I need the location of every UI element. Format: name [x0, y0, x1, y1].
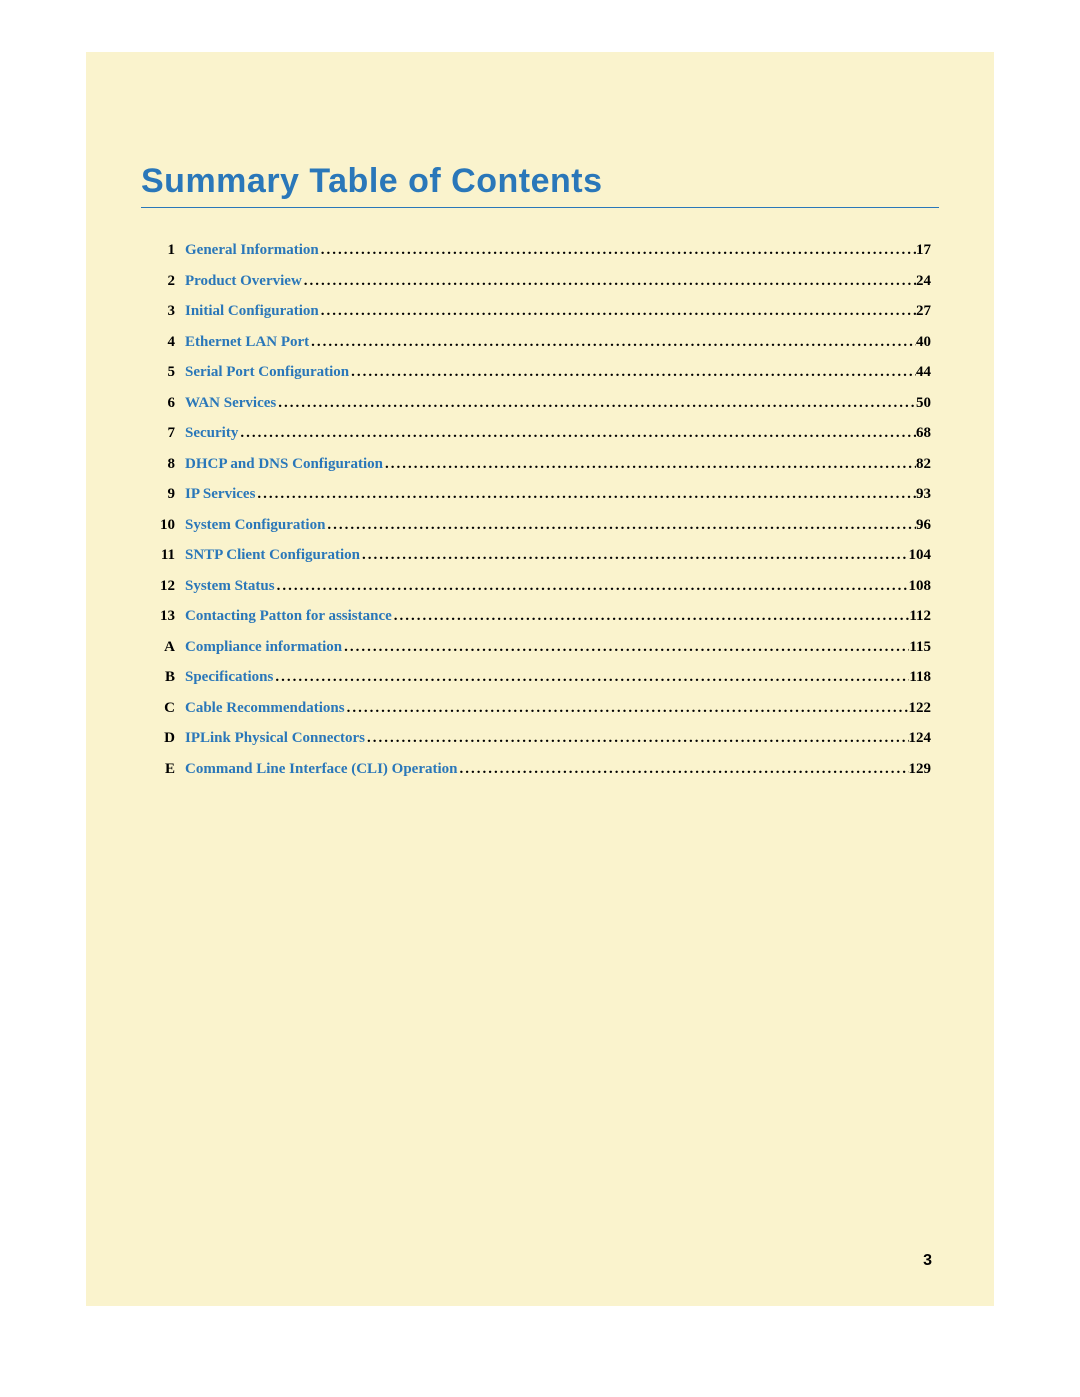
toc-leader-dots	[345, 700, 909, 717]
page-title: Summary Table of Contents	[141, 162, 939, 208]
toc-entry-page: 93	[916, 486, 931, 503]
toc-entry-label: Serial Port Configuration	[175, 364, 349, 381]
toc-entry-number: 2	[147, 273, 175, 290]
toc-entry-number: 4	[147, 334, 175, 351]
toc-entry-number: 5	[147, 364, 175, 381]
toc-entry-number: 3	[147, 303, 175, 320]
toc-entry-page: 27	[916, 303, 931, 320]
toc-entry-label: Command Line Interface (CLI) Operation	[175, 761, 457, 778]
toc-entry-label: IPLink Physical Connectors	[175, 730, 365, 747]
toc-entry-number: 7	[147, 425, 175, 442]
toc-entry-number: 9	[147, 486, 175, 503]
toc-entry-number: C	[147, 700, 175, 717]
toc-entry-number: 12	[147, 578, 175, 595]
toc-entry-label: System Configuration	[175, 517, 325, 534]
document-page: Summary Table of Contents 1General Infor…	[86, 52, 994, 1306]
toc-entry-label: Specifications	[175, 669, 273, 686]
toc-entry[interactable]: 12System Status 108	[147, 578, 931, 595]
toc-entry-number: 13	[147, 608, 175, 625]
toc-entry[interactable]: ACompliance information 115	[147, 639, 931, 656]
toc-entry[interactable]: 9IP Services 93	[147, 486, 931, 503]
toc-entry-page: 44	[916, 364, 931, 381]
page-number: 3	[923, 1252, 932, 1270]
toc-leader-dots	[349, 364, 916, 381]
toc-entry-number: 10	[147, 517, 175, 534]
toc-entry-number: 11	[147, 547, 175, 564]
toc-entry-page: 108	[909, 578, 932, 595]
toc-leader-dots	[392, 608, 910, 625]
toc-leader-dots	[255, 486, 916, 503]
toc-entry-label: SNTP Client Configuration	[175, 547, 360, 564]
toc-leader-dots	[325, 517, 916, 534]
toc-entry[interactable]: 8DHCP and DNS Configuration 82	[147, 456, 931, 473]
toc-entry-page: 24	[916, 273, 931, 290]
toc-entry[interactable]: 7Security 68	[147, 425, 931, 442]
toc-leader-dots	[365, 730, 908, 747]
toc-entry[interactable]: 1General Information 17	[147, 242, 931, 259]
toc-leader-dots	[309, 334, 916, 351]
toc-entry-page: 129	[909, 761, 932, 778]
toc-entry-label: Initial Configuration	[175, 303, 319, 320]
toc-entry[interactable]: 3Initial Configuration 27	[147, 303, 931, 320]
toc-entry-label: Cable Recommendations	[175, 700, 345, 717]
toc-entry-number: E	[147, 761, 175, 778]
toc-leader-dots	[342, 639, 909, 656]
toc-entry-label: DHCP and DNS Configuration	[175, 456, 383, 473]
toc-leader-dots	[302, 273, 916, 290]
toc-entry-page: 40	[916, 334, 931, 351]
toc-entry-number: 6	[147, 395, 175, 412]
table-of-contents: 1General Information 17 2Product Overview…	[141, 242, 939, 778]
toc-entry-page: 50	[916, 395, 931, 412]
toc-entry-page: 17	[916, 242, 931, 259]
toc-entry-page: 104	[909, 547, 932, 564]
toc-entry-label: General Information	[175, 242, 319, 259]
toc-leader-dots	[457, 761, 908, 778]
toc-entry-label: System Status	[175, 578, 275, 595]
toc-entry-label: Contacting Patton for assistance	[175, 608, 392, 625]
toc-entry-number: B	[147, 669, 175, 686]
toc-entry-number: 8	[147, 456, 175, 473]
toc-leader-dots	[273, 669, 909, 686]
toc-entry-number: A	[147, 639, 175, 656]
toc-leader-dots	[319, 242, 916, 259]
toc-entry-label: Product Overview	[175, 273, 302, 290]
toc-entry[interactable]: 11SNTP Client Configuration 104	[147, 547, 931, 564]
toc-entry-page: 82	[916, 456, 931, 473]
toc-entry[interactable]: 5Serial Port Configuration 44	[147, 364, 931, 381]
toc-entry-number: 1	[147, 242, 175, 259]
toc-entry-label: Ethernet LAN Port	[175, 334, 309, 351]
toc-entry[interactable]: ECommand Line Interface (CLI) Operation …	[147, 761, 931, 778]
toc-entry-page: 122	[909, 700, 932, 717]
toc-entry-page: 68	[916, 425, 931, 442]
toc-entry-page: 96	[916, 517, 931, 534]
toc-entry-label: Security	[175, 425, 238, 442]
toc-entry[interactable]: 10System Configuration 96	[147, 517, 931, 534]
toc-entry[interactable]: BSpecifications 118	[147, 669, 931, 686]
toc-entry[interactable]: 13Contacting Patton for assistance 112	[147, 608, 931, 625]
toc-entry[interactable]: 4Ethernet LAN Port 40	[147, 334, 931, 351]
toc-entry-page: 124	[909, 730, 932, 747]
toc-entry[interactable]: 2Product Overview 24	[147, 273, 931, 290]
toc-entry-page: 118	[909, 669, 931, 686]
toc-entry[interactable]: 6WAN Services 50	[147, 395, 931, 412]
toc-entry[interactable]: CCable Recommendations 122	[147, 700, 931, 717]
toc-leader-dots	[319, 303, 916, 320]
toc-entry-label: WAN Services	[175, 395, 276, 412]
toc-entry-label: Compliance information	[175, 639, 342, 656]
toc-leader-dots	[276, 395, 916, 412]
toc-entry-label: IP Services	[175, 486, 255, 503]
toc-entry[interactable]: DIPLink Physical Connectors 124	[147, 730, 931, 747]
toc-entry-number: D	[147, 730, 175, 747]
toc-leader-dots	[383, 456, 916, 473]
toc-leader-dots	[360, 547, 908, 564]
toc-entry-page: 115	[909, 639, 931, 656]
toc-leader-dots	[238, 425, 916, 442]
toc-leader-dots	[275, 578, 909, 595]
toc-entry-page: 112	[909, 608, 931, 625]
